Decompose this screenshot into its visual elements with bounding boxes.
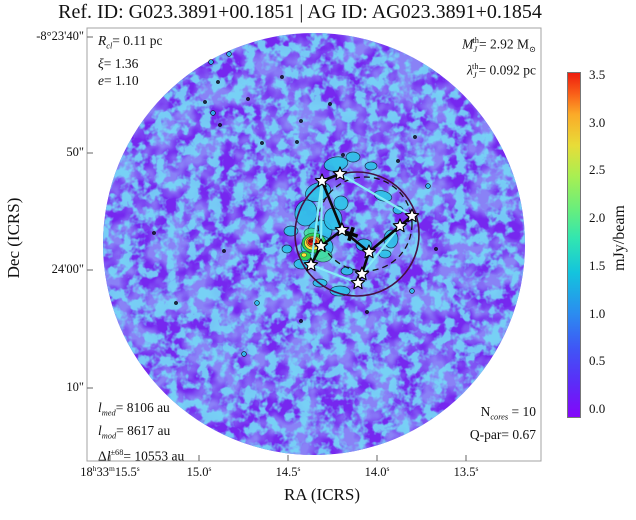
param-line: lmed= 8106 au [98,400,170,418]
param-line: Q-par= 0.67 [469,426,536,442]
center-cross-marker [343,226,359,242]
edge-cyan [338,172,414,218]
core-star-marker [392,218,408,233]
core-star-marker [314,173,330,188]
core-star-marker [303,257,319,272]
x-tick-label: 13.5s [453,464,479,480]
colorbar-tick-label: 3.5 [589,67,606,82]
colorbar [567,72,581,418]
param-line: e= 1.10 [98,72,139,88]
y-tick-label: 10" [66,380,84,394]
plot-frame [86,27,542,462]
edge-cyan [319,179,324,248]
core-star-marker [332,166,348,181]
edge-cyan [309,179,324,267]
core-star-marker [350,275,366,290]
y-tick-label: 24'00" [51,262,84,276]
colorbar-tick-label: 1.5 [589,257,606,273]
x-tick-label: 18h33m15.5s [80,464,140,480]
param-line: lmod= 8617 au [98,422,171,441]
core-star-marker [361,244,377,259]
x-axis-label: RA (ICRS) [283,485,361,504]
noise-specks [152,51,438,357]
param-line: ξ= 1.36 [98,55,139,71]
colorbar-tick-label: 0.5 [589,353,606,369]
colorbar-tick-label: 3.0 [589,114,606,130]
y-tick-label: 50" [66,145,84,159]
core-star-marker [334,222,350,237]
edge-cyan [309,263,360,285]
x-tick-label: 14.0s [364,464,390,480]
x-tick-label: 15.0s [186,464,212,480]
colorbar-tick-label: 1.0 [589,305,606,321]
edge-cyan [360,224,402,276]
mst-edge-black [320,179,344,232]
colorbar-tick-label: 2.5 [589,162,606,178]
params-bottom-right: Ncores = 10 Q-par= 0.67 [470,403,536,443]
param-line: MJth= 2.92 M⊙ [462,36,536,55]
params-top-right: MJth= 2.92 M⊙ λJth= 0.092 pc [462,32,536,84]
colorbar-tick-label: 2.0 [589,210,606,226]
colorbar-tick-label: 0.0 [589,400,606,416]
param-line: Ncores = 10 [480,404,536,422]
x-tick-label: 14.5s [275,464,301,480]
cluster-radius-circle [294,171,420,297]
params-bottom-left: lmed= 8106 au lmod= 8617 au Δl±68= 10553 a… [98,399,184,465]
y-axis-label: Dec (ICRS) [4,197,23,279]
param-line: λJth= 0.092 pc [467,62,536,81]
param-line: Δl±68= 10553 au [98,448,185,464]
core-star-marker [404,208,420,223]
core-star-marker [313,238,329,253]
figure-title: Ref. ID: G023.3891+00.1851 | AG ID: AG02… [58,1,542,23]
param-line: Rcl= 0.11 pc [98,33,163,51]
mst-edge-black [367,224,402,254]
params-top-left: Rcl= 0.11 pc ξ= 1.36 e= 1.10 [98,32,163,89]
y-tick-label: -8°23'40" [36,29,84,43]
colorbar-label: mJy/beam [611,205,628,271]
